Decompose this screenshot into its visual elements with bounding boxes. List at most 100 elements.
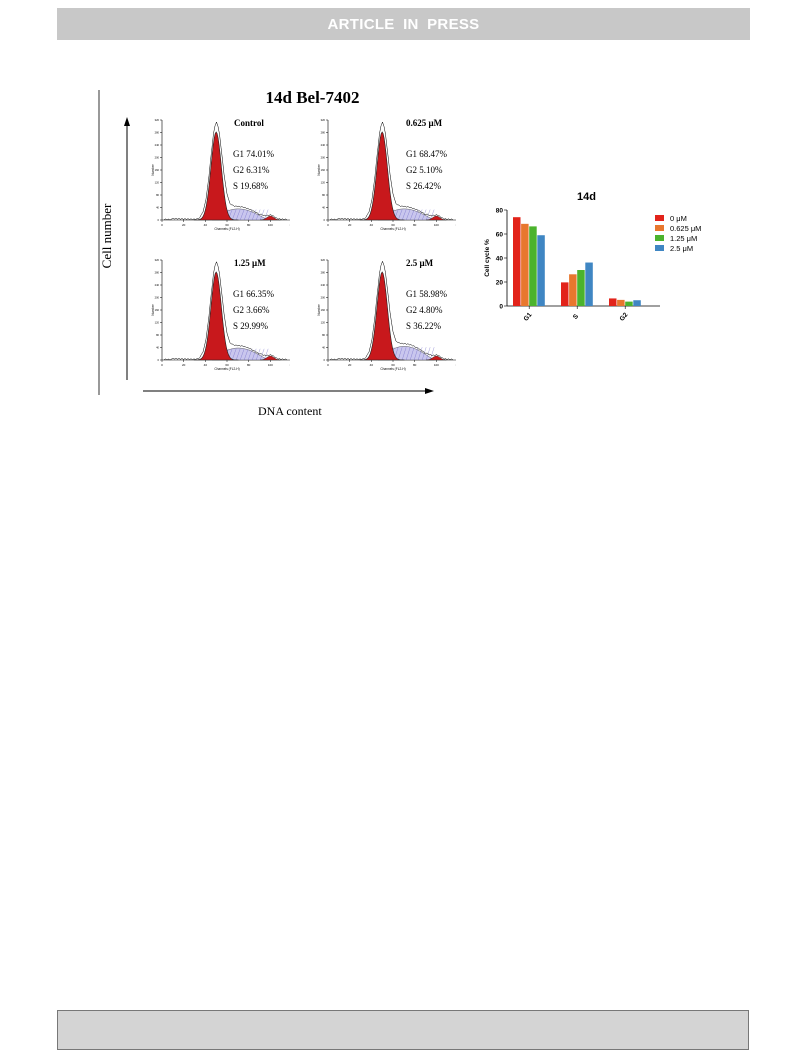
histogram-y-tick-label: 80	[156, 193, 159, 197]
histogram-hatch-line	[264, 348, 269, 361]
histogram-hatch-line	[398, 347, 403, 361]
legend-label: 2.5 μM	[670, 243, 694, 253]
histogram-y-tick-label: 80	[322, 193, 325, 197]
histogram-x-tick-label: 0	[161, 363, 163, 367]
histogram-y-tick-label: 40	[322, 346, 325, 350]
bar-g2-2	[625, 301, 633, 306]
article-in-press-banner: ARTICLE IN PRESS	[57, 8, 750, 40]
y-axis-label: Cell number	[99, 203, 114, 269]
histogram-x-tick-label: 100	[268, 223, 273, 227]
histogram-panel: 04080120160200240280320020406080100120Ch…	[316, 118, 616, 236]
legend-label: 0.625 μM	[670, 223, 702, 233]
histogram-x-tick-label: 40	[370, 223, 374, 227]
panel-title: 2.5 μM	[406, 258, 434, 268]
bar-x-tick-label: G2	[619, 311, 630, 322]
bar-y-axis-label: Cell cycle %	[484, 239, 491, 277]
histogram-y-tick-label: 80	[322, 333, 325, 337]
bar-s-2	[577, 270, 585, 306]
histogram-hatch-line	[236, 209, 241, 221]
histogram-y-tick-label: 160	[155, 168, 160, 172]
legend-label: 0 μM	[670, 213, 687, 223]
histogram-y-label: Number	[317, 303, 321, 315]
histogram-y-tick-label: 200	[321, 156, 326, 160]
histogram-y-tick-label: 0	[324, 358, 326, 362]
histogram-y-tick-label: 120	[155, 321, 160, 325]
bar-s-0	[561, 282, 569, 306]
histogram-hatch-line	[264, 209, 269, 221]
legend-swatch	[655, 235, 664, 241]
legend-item: 2.5 μM	[655, 243, 701, 253]
histogram-y-tick-label: 160	[155, 308, 160, 312]
histogram-hatch-line	[240, 209, 245, 221]
histogram-x-tick-label: 40	[370, 363, 374, 367]
bar-s-1	[569, 274, 577, 306]
legend-label: 1.25 μM	[670, 233, 698, 243]
histogram-y-tick-label: 280	[321, 131, 326, 135]
panel-stat-g1: G1 66.35%	[233, 289, 274, 299]
histogram-hatch-line	[422, 347, 427, 361]
histogram-x-label: Channels (FL2-H)	[214, 367, 239, 371]
histogram-y-tick-label: 240	[321, 283, 326, 287]
histogram-g1-peak	[359, 131, 405, 221]
histogram-plot: 0 40 80 120 160 200 240 280 320 0 20 40 60 80 100 120 Ch…	[151, 118, 290, 231]
histogram-x-tick-label: 40	[204, 223, 208, 227]
histogram-x-tick-label: 120	[289, 223, 290, 227]
histogram-g2-peak	[426, 355, 447, 361]
histogram-hatch-line	[430, 347, 435, 361]
histogram-hatch-line	[402, 209, 407, 221]
panel-title: 0.625 μM	[406, 118, 443, 128]
panel-stat-g2: G2 6.31%	[233, 165, 270, 175]
bar-y-tick-label: 20	[496, 280, 504, 287]
legend-item: 0.625 μM	[655, 223, 701, 233]
histogram-y-label: Number	[151, 303, 155, 315]
histogram-g2-peak	[260, 215, 281, 221]
histogram-x-tick-label: 0	[327, 363, 329, 367]
histogram-x-tick-label: 120	[289, 363, 290, 367]
histogram-hatch-line	[256, 348, 261, 361]
histogram-y-tick-label: 120	[155, 181, 160, 185]
panel-stat-s: S 36.22%	[406, 321, 442, 331]
bar-g2-1	[617, 299, 625, 306]
histogram-x-tick-label: 100	[434, 363, 439, 367]
histogram-y-tick-label: 200	[155, 296, 160, 300]
footer-box	[57, 1010, 749, 1050]
panel-stats: G1 74.01% G2 6.31% S 19.68%	[233, 146, 274, 194]
histogram-y-tick-label: 320	[321, 258, 326, 262]
figure-title: 14d Bel-7402	[265, 88, 360, 107]
bar-g1-2	[529, 226, 537, 306]
histogram-hatch-line	[410, 209, 415, 221]
histogram-envelope	[163, 121, 288, 221]
bar-g1-0	[513, 217, 521, 306]
histogram-x-label: Channels (FL2-H)	[380, 367, 405, 371]
histogram-hatch-line	[402, 347, 407, 361]
histogram-y-tick-label: 120	[321, 181, 326, 185]
histogram-hatch-line	[256, 209, 261, 221]
histogram-x-tick-label: 100	[434, 223, 439, 227]
histogram-g1-peak	[193, 131, 239, 221]
histogram-panel: 04080120160200240280320020406080100120Ch…	[150, 258, 450, 376]
histogram-hatch-line	[252, 348, 257, 361]
histogram-g2-peak	[426, 215, 447, 221]
histogram-hatch-line	[252, 209, 257, 221]
histogram-x-tick-label: 0	[161, 223, 163, 227]
histogram-hatch-line	[406, 347, 411, 361]
histogram-y-tick-label: 120	[321, 321, 326, 325]
bar-y-tick-label: 0	[499, 304, 503, 311]
panel-title: 1.25 μM	[234, 258, 266, 268]
histogram-hatch-line	[398, 209, 403, 221]
histogram-x-tick-label: 100	[268, 363, 273, 367]
bar-g1-1	[521, 223, 529, 306]
panel-stats: G1 58.98% G2 4.80% S 36.22%	[406, 286, 447, 334]
panel-title: Control	[234, 118, 264, 128]
histogram-x-tick-label: 40	[204, 363, 208, 367]
histogram-hatch-line	[244, 209, 249, 221]
histogram-y-tick-label: 280	[155, 131, 160, 135]
histogram-y-tick-label: 40	[156, 346, 159, 350]
histogram-plot: 0 40 80 120 160 200 240 280 320 0 20 40 60 80 100 120 Ch…	[151, 258, 290, 371]
panel-stat-g2: G2 3.66%	[233, 305, 270, 315]
histogram-g1-peak	[359, 271, 405, 361]
bar-chart-legend: 0 μM 0.625 μM 1.25 μM 2.5 μM	[655, 213, 701, 253]
histogram-y-label: Number	[151, 163, 155, 175]
histogram-x-tick-label: 80	[247, 223, 251, 227]
histogram-y-tick-label: 240	[155, 283, 160, 287]
